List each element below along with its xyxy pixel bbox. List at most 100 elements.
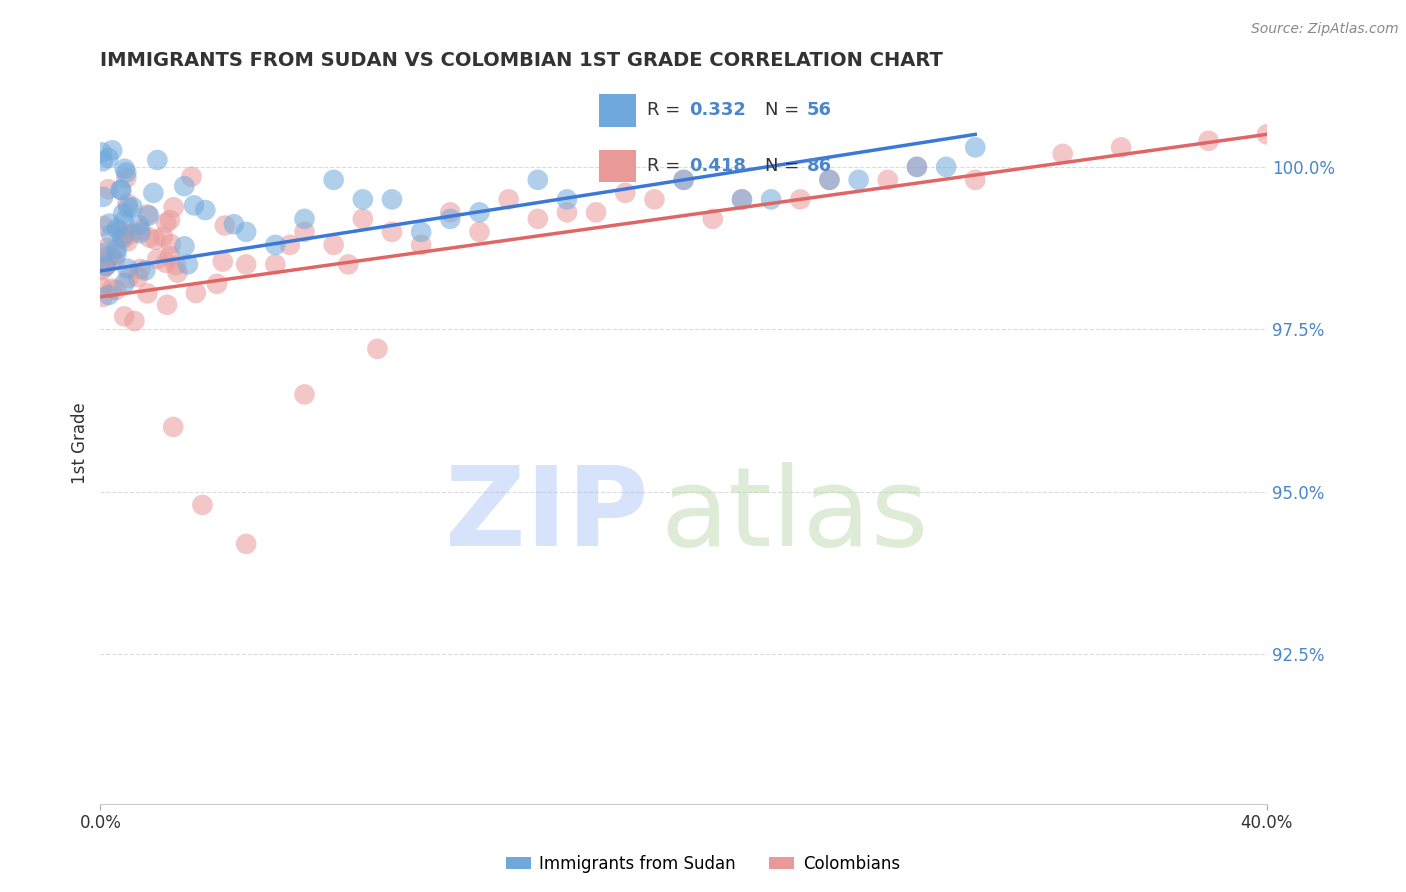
Point xyxy=(585,205,607,219)
Point xyxy=(105,247,128,261)
Point xyxy=(94,260,117,274)
Point xyxy=(294,387,316,401)
Point xyxy=(146,153,169,167)
Point xyxy=(138,209,160,223)
Point xyxy=(110,183,132,197)
Legend: Immigrants from Sudan, Colombians: Immigrants from Sudan, Colombians xyxy=(499,848,907,880)
Point xyxy=(112,207,135,221)
Point xyxy=(160,237,183,252)
Point xyxy=(439,211,461,226)
Point xyxy=(166,266,188,280)
Point xyxy=(155,216,177,230)
Point xyxy=(194,202,217,217)
Point xyxy=(117,261,139,276)
Text: 86: 86 xyxy=(807,157,832,175)
Point xyxy=(614,160,637,174)
Point xyxy=(411,238,433,252)
Point xyxy=(117,201,139,215)
Point xyxy=(184,285,207,300)
Point xyxy=(555,205,578,219)
Point xyxy=(214,219,236,233)
Point xyxy=(294,225,316,239)
Point xyxy=(555,193,578,207)
Point xyxy=(614,186,637,200)
Point xyxy=(117,235,139,249)
Point xyxy=(789,193,811,207)
Point xyxy=(731,193,754,207)
Text: 0.332: 0.332 xyxy=(689,102,745,120)
Point xyxy=(138,231,160,245)
Point xyxy=(111,230,134,244)
Point xyxy=(337,257,360,271)
Point xyxy=(146,252,169,266)
Point xyxy=(91,263,114,277)
Point xyxy=(818,173,841,187)
Point xyxy=(97,288,120,302)
Point xyxy=(222,217,245,231)
Point xyxy=(235,225,257,239)
Point xyxy=(114,276,136,290)
Text: N =: N = xyxy=(765,102,804,120)
Point xyxy=(702,211,724,226)
Point xyxy=(468,225,491,239)
Point xyxy=(97,182,120,196)
Text: 0.418: 0.418 xyxy=(689,157,747,175)
Point xyxy=(235,537,257,551)
Point xyxy=(381,193,404,207)
Point xyxy=(91,154,114,169)
Text: R =: R = xyxy=(647,157,686,175)
Point xyxy=(183,198,205,212)
Point xyxy=(163,200,186,214)
Point xyxy=(100,248,122,262)
Point xyxy=(1052,146,1074,161)
Point xyxy=(105,222,128,236)
Point xyxy=(352,193,374,207)
Point xyxy=(278,238,301,252)
Point xyxy=(159,213,181,227)
Text: atlas: atlas xyxy=(661,462,929,569)
Point xyxy=(905,160,928,174)
Point xyxy=(205,277,228,291)
Text: N =: N = xyxy=(765,157,804,175)
Point xyxy=(121,226,143,240)
Point xyxy=(103,253,125,268)
Point xyxy=(848,173,870,187)
Point xyxy=(98,217,121,231)
Point xyxy=(101,144,124,158)
Point xyxy=(439,205,461,219)
Point xyxy=(134,263,156,277)
Point xyxy=(128,219,150,233)
Point xyxy=(759,193,782,207)
Point xyxy=(905,160,928,174)
Text: R =: R = xyxy=(647,102,686,120)
Point xyxy=(90,280,112,294)
Point xyxy=(136,286,159,301)
Point xyxy=(322,173,344,187)
Point xyxy=(672,173,695,187)
Point xyxy=(112,310,135,324)
Point xyxy=(177,257,200,271)
Point xyxy=(108,224,131,238)
Point xyxy=(322,238,344,252)
Point xyxy=(91,190,114,204)
Point xyxy=(965,173,987,187)
Text: Source: ZipAtlas.com: Source: ZipAtlas.com xyxy=(1251,22,1399,37)
Point xyxy=(105,242,128,256)
Point xyxy=(180,169,202,184)
Point xyxy=(97,151,120,165)
Point xyxy=(112,232,135,246)
Point xyxy=(115,170,138,185)
Point xyxy=(1198,134,1220,148)
FancyBboxPatch shape xyxy=(599,95,636,127)
Point xyxy=(159,249,181,263)
Point xyxy=(527,211,550,226)
Point xyxy=(173,239,195,253)
Point xyxy=(468,205,491,219)
Point xyxy=(235,257,257,271)
Point xyxy=(90,145,112,160)
Point xyxy=(381,225,404,239)
Point xyxy=(129,226,152,240)
Point xyxy=(211,254,233,268)
Point xyxy=(527,173,550,187)
Point xyxy=(191,498,214,512)
